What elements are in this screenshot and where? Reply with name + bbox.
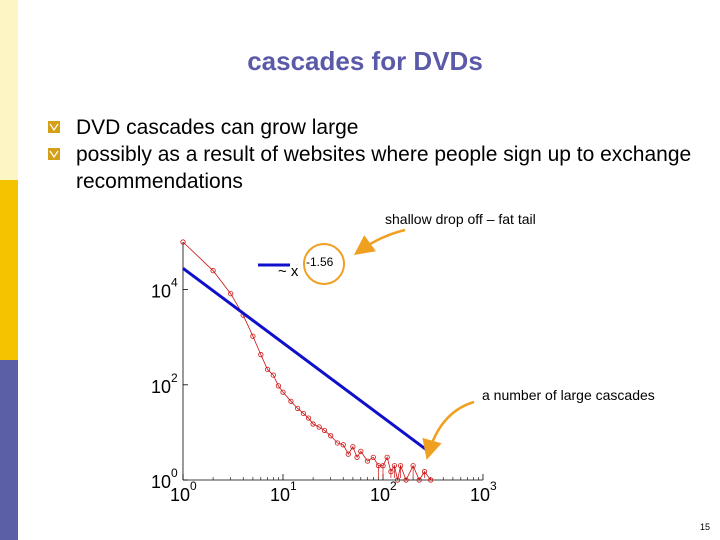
data-point xyxy=(354,454,360,460)
square-bullet-icon xyxy=(48,121,60,133)
data-point xyxy=(180,239,186,245)
page-number: 15 xyxy=(699,522,710,532)
data-point xyxy=(288,398,294,404)
legend-exponent: -1.56 xyxy=(306,255,334,269)
x-tick-label-3: 10 xyxy=(470,485,490,505)
data-point xyxy=(228,291,234,297)
data-point xyxy=(264,366,271,373)
data-point xyxy=(370,454,376,460)
y-tick-exponent-4: 4 xyxy=(171,276,178,290)
arrow-to-exponent xyxy=(353,228,406,255)
data-point xyxy=(258,352,264,358)
x-tick-label-0: 10 xyxy=(170,485,190,505)
x-tick-exponent-0: 0 xyxy=(190,479,197,493)
data-point xyxy=(328,433,334,439)
annotation-large-cascades: a number of large cascades xyxy=(482,387,655,403)
data-point xyxy=(364,458,371,464)
data-point xyxy=(275,383,282,389)
legend-label: ~ x xyxy=(278,263,299,280)
data-point xyxy=(300,410,307,417)
sidebar-segment-middle xyxy=(0,180,18,360)
data-point xyxy=(350,444,356,450)
data-point xyxy=(321,427,328,434)
sidebar-segment-top xyxy=(0,0,18,180)
power-law-fit-line xyxy=(182,267,432,455)
data-point xyxy=(334,440,341,446)
square-bullet-icon xyxy=(48,148,60,160)
y-tick-label-4: 10 xyxy=(151,282,171,302)
y-tick-exponent-0: 0 xyxy=(171,466,178,480)
data-point xyxy=(403,477,409,483)
bullet-item-1: DVD cascades can grow large xyxy=(48,114,698,141)
sidebar-segment-bottom xyxy=(0,360,18,540)
slide-title: cascades for DVDs xyxy=(247,46,483,76)
bullet-item-2: possibly as a result of websites where p… xyxy=(48,141,698,195)
x-tick-exponent-2: 2 xyxy=(390,479,397,493)
data-point xyxy=(384,454,390,460)
data-point xyxy=(428,477,434,483)
x-tick-label-2: 10 xyxy=(370,485,390,505)
data-point xyxy=(416,477,422,483)
bullet-text-2: possibly as a result of websites where p… xyxy=(76,143,692,193)
highlight-circle xyxy=(303,243,345,285)
y-tick-label-2: 10 xyxy=(151,377,171,397)
data-point xyxy=(395,477,401,483)
x-tick-label-1: 10 xyxy=(270,485,290,505)
data-point xyxy=(305,415,312,421)
data-point xyxy=(345,451,351,457)
data-point xyxy=(210,268,216,274)
data-point xyxy=(270,372,276,378)
y-tick-exponent-2: 2 xyxy=(171,371,178,385)
x-tick-exponent-1: 1 xyxy=(290,479,297,493)
data-point xyxy=(310,421,316,427)
y-tick-label-0: 10 xyxy=(151,472,171,492)
x-tick-exponent-3: 3 xyxy=(490,479,497,493)
data-point xyxy=(280,389,286,395)
bullet-text-1: DVD cascades can grow large xyxy=(76,116,359,139)
data-point xyxy=(340,442,346,448)
sidebar-decoration xyxy=(0,0,18,540)
annotation-fat-tail: shallow drop off – fat tail xyxy=(385,211,536,227)
data-point xyxy=(358,448,364,454)
bullet-list: DVD cascades can grow large possibly as … xyxy=(48,114,698,195)
arrow-to-tail xyxy=(422,400,475,460)
data-point xyxy=(295,405,301,411)
data-point xyxy=(250,333,256,339)
data-point xyxy=(316,424,322,430)
